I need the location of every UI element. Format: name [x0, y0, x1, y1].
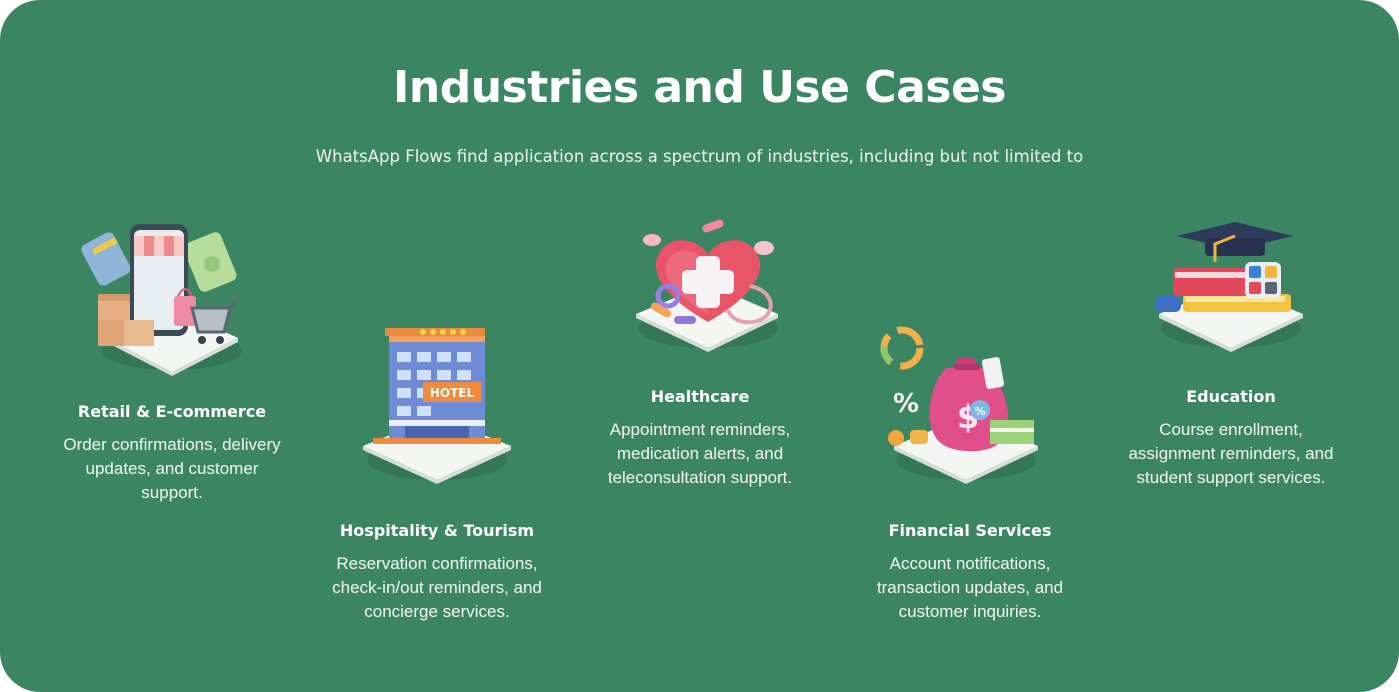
medical-heart-icon — [580, 200, 820, 365]
industry-card-healthcare: Healthcare Appointment reminders, medica… — [580, 200, 820, 490]
industry-name: Hospitality & Tourism — [339, 521, 535, 540]
industry-name: Financial Services — [888, 521, 1052, 540]
industry-card-hospitality: HOTEL Hospitality & Tourism Reservation … — [317, 320, 557, 624]
industry-description: Order confirmations, delivery updates, a… — [63, 435, 281, 502]
industry-card-financial: % $ % Financial Services Account notific… — [850, 320, 1090, 624]
page-subtitle: WhatsApp Flows find application across a… — [315, 147, 1084, 166]
industry-name: Retail & E-commerce — [77, 402, 267, 421]
shopping-phone-icon — [52, 212, 292, 377]
industry-card-education: Education Course enrollment, assignment … — [1111, 200, 1351, 490]
industry-name: Education — [1186, 387, 1276, 406]
industry-description: Appointment reminders, medication alerts… — [607, 420, 793, 487]
industry-description: Reservation confirmations, check-in/out … — [332, 554, 542, 621]
industry-description: Course enrollment, assignment reminders,… — [1128, 420, 1334, 487]
industry-description: Account notifications, transaction updat… — [876, 554, 1064, 621]
industry-name: Healthcare — [650, 387, 750, 406]
money-bag-icon: % $ % — [850, 320, 1090, 485]
industry-card-retail: Retail & E-commerce Order confirmations,… — [52, 212, 292, 505]
hotel-building-icon: HOTEL — [317, 320, 557, 485]
svg-text:%: % — [893, 389, 919, 419]
svg-text:%: % — [974, 405, 985, 418]
hotel-sign-text: HOTEL — [430, 386, 475, 400]
graduation-books-icon — [1111, 200, 1351, 365]
page-title: Industries and Use Cases — [393, 62, 1006, 113]
